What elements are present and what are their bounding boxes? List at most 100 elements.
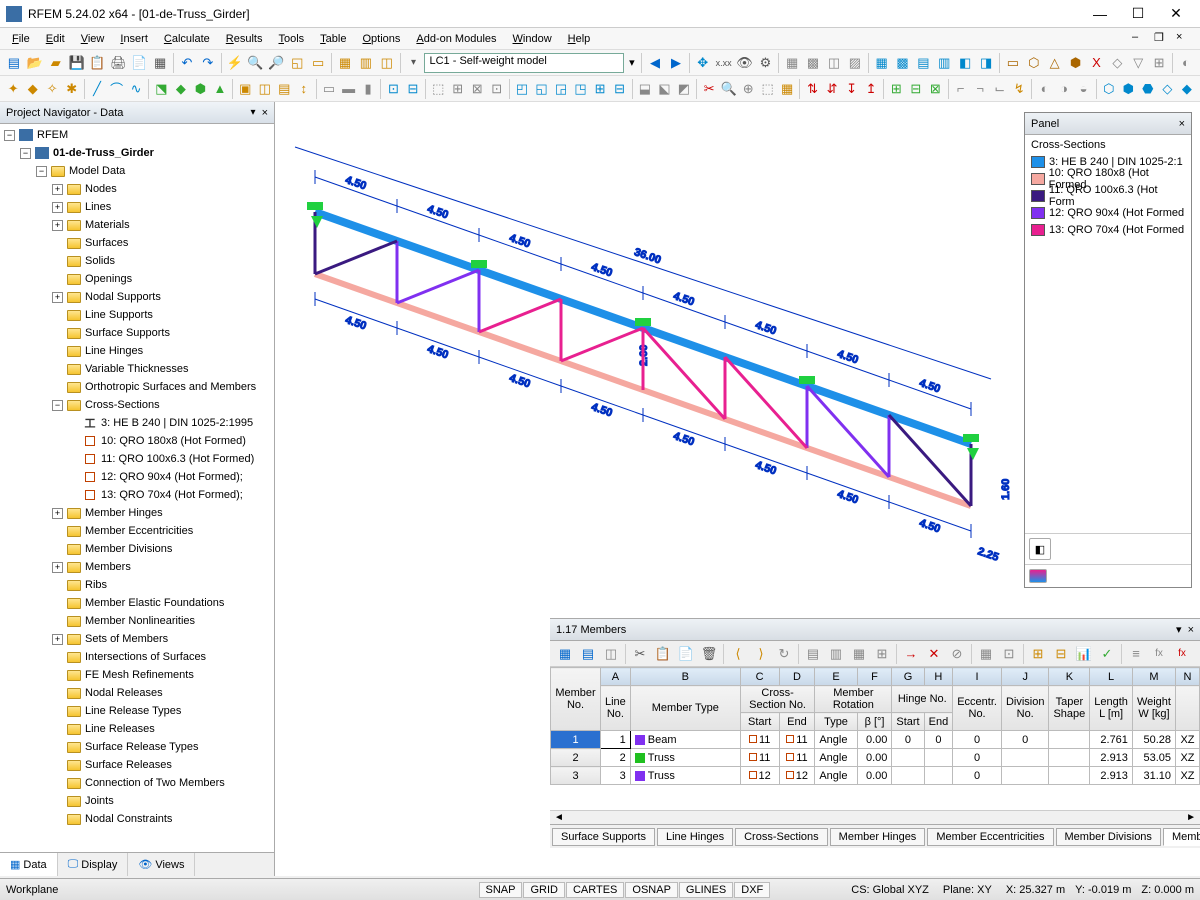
t12[interactable]: ⬡: [1024, 52, 1044, 74]
n3[interactable]: ✧: [43, 78, 62, 100]
menu-calculate[interactable]: Calculate: [156, 31, 218, 47]
m1[interactable]: ▣: [236, 78, 255, 100]
tree-item[interactable]: Member Elastic Foundations: [0, 594, 274, 612]
tree-item[interactable]: Connection of Two Members: [0, 774, 274, 792]
menu-table[interactable]: Table: [312, 31, 354, 47]
tree-item[interactable]: Line Release Types: [0, 702, 274, 720]
status-grid[interactable]: GRID: [523, 882, 565, 898]
new-icon[interactable]: ▤: [4, 52, 24, 74]
calc-icon[interactable]: ⚡: [225, 52, 245, 74]
mdi-restore-button[interactable]: ❐: [1154, 31, 1174, 47]
redo-icon[interactable]: ↷: [198, 52, 218, 74]
tree-item[interactable]: Variable Thicknesses: [0, 360, 274, 378]
mt15[interactable]: ⊡: [998, 643, 1020, 665]
mt-cut[interactable]: ✂: [629, 643, 651, 665]
arc-icon[interactable]: ⌒: [107, 78, 126, 100]
k5[interactable]: ◆: [1178, 78, 1197, 100]
t17[interactable]: ▽: [1128, 52, 1148, 74]
s3[interactable]: ⬢: [191, 78, 210, 100]
zoomwin-icon[interactable]: 🔎: [266, 52, 286, 74]
e5[interactable]: ⊟: [404, 78, 423, 100]
g4[interactable]: ↥: [862, 78, 881, 100]
tree-item[interactable]: Intersections of Surfaces: [0, 648, 274, 666]
tree-item[interactable]: Nodal Releases: [0, 684, 274, 702]
mt7[interactable]: ▤: [802, 643, 824, 665]
mt1[interactable]: ▦: [554, 643, 576, 665]
combo-arrow[interactable]: ▾: [625, 52, 638, 74]
h3[interactable]: ⊠: [926, 78, 945, 100]
tree-item[interactable]: Member Eccentricities: [0, 522, 274, 540]
tree-item[interactable]: −Cross-Sections: [0, 396, 274, 414]
t4[interactable]: ▨: [845, 52, 865, 74]
j3[interactable]: ◒: [1074, 78, 1093, 100]
menu-edit[interactable]: Edit: [38, 31, 73, 47]
line-icon[interactable]: ╱: [88, 78, 107, 100]
members-grid[interactable]: MemberNo.ABCDEFGHIJKLMNLineNo.Member Typ…: [550, 667, 1200, 810]
next-icon[interactable]: ▶: [666, 52, 686, 74]
t9[interactable]: ◧: [955, 52, 975, 74]
zoom-icon[interactable]: 🔍: [246, 52, 266, 74]
nav-tab-views[interactable]: 👁Views: [128, 853, 195, 876]
s4[interactable]: ▲: [211, 78, 230, 100]
table-tab-member-eccentricities[interactable]: Member Eccentricities: [927, 828, 1053, 846]
c4[interactable]: ⊡: [487, 78, 506, 100]
n4[interactable]: ✱: [63, 78, 82, 100]
node-icon[interactable]: ✦: [4, 78, 23, 100]
model-icon[interactable]: ▰: [46, 52, 66, 74]
prev-icon[interactable]: ◀: [645, 52, 665, 74]
tree-item[interactable]: +Nodes: [0, 180, 274, 198]
open-icon[interactable]: 📂: [25, 52, 45, 74]
k1[interactable]: ⬡: [1100, 78, 1119, 100]
mt21[interactable]: fx: [1148, 643, 1170, 665]
surf-icon[interactable]: ⬔: [152, 78, 171, 100]
pin-icon[interactable]: ▾: [251, 107, 256, 118]
mt2[interactable]: ▤: [577, 643, 599, 665]
tree-item[interactable]: −01-de-Truss_Girder: [0, 144, 274, 162]
c3[interactable]: ⊠: [468, 78, 487, 100]
save-icon[interactable]: 💾: [67, 52, 87, 74]
i3[interactable]: ⌙: [990, 78, 1009, 100]
status-dxf[interactable]: DXF: [734, 882, 770, 898]
mt17[interactable]: ⊟: [1050, 643, 1072, 665]
tree-item[interactable]: FE Mesh Refinements: [0, 666, 274, 684]
j1[interactable]: ◐: [1035, 78, 1054, 100]
status-glines[interactable]: GLINES: [679, 882, 733, 898]
n2[interactable]: ◆: [24, 78, 43, 100]
tree-item[interactable]: 13: QRO 70x4 (Hot Formed);: [0, 486, 274, 504]
mt22[interactable]: fx: [1171, 643, 1193, 665]
tree-item[interactable]: Ribs: [0, 576, 274, 594]
tree-item[interactable]: +Nodal Supports: [0, 288, 274, 306]
f2[interactable]: ⬚: [758, 78, 777, 100]
t3[interactable]: ◫: [824, 52, 844, 74]
tree-item[interactable]: +Member Hinges: [0, 504, 274, 522]
mdi-close-button[interactable]: ×: [1176, 31, 1196, 47]
g3[interactable]: ↧: [842, 78, 861, 100]
panel-close-button[interactable]: ×: [1179, 118, 1185, 130]
c1[interactable]: ⬚: [429, 78, 448, 100]
grid-icon[interactable]: ▦: [150, 52, 170, 74]
d2[interactable]: ⬕: [655, 78, 674, 100]
h1[interactable]: ⊞: [887, 78, 906, 100]
t18[interactable]: ⊞: [1149, 52, 1169, 74]
e1[interactable]: ▭: [320, 78, 339, 100]
close-button[interactable]: ✕: [1158, 3, 1194, 25]
mt16[interactable]: ⊞: [1027, 643, 1049, 665]
tree-item[interactable]: Orthotropic Surfaces and Members: [0, 378, 274, 396]
undo-icon[interactable]: ↶: [177, 52, 197, 74]
mdi-minimize-button[interactable]: –: [1132, 31, 1152, 47]
minimize-button[interactable]: —: [1082, 3, 1118, 25]
t1[interactable]: ▦: [782, 52, 802, 74]
fit-icon[interactable]: ◱: [287, 52, 307, 74]
mt5[interactable]: ⟩: [750, 643, 772, 665]
tree-item[interactable]: Openings: [0, 270, 274, 288]
s2[interactable]: ◆: [172, 78, 191, 100]
tree-item[interactable]: Joints: [0, 792, 274, 810]
tree-item[interactable]: Surface Supports: [0, 324, 274, 342]
k2[interactable]: ⬢: [1119, 78, 1138, 100]
tree-item[interactable]: Member Nonlinearities: [0, 612, 274, 630]
c2[interactable]: ⊞: [448, 78, 467, 100]
copy-icon[interactable]: 📋: [88, 52, 108, 74]
mt9[interactable]: ▦: [848, 643, 870, 665]
tree-item[interactable]: +Materials: [0, 216, 274, 234]
mt18[interactable]: 📊: [1073, 643, 1095, 665]
